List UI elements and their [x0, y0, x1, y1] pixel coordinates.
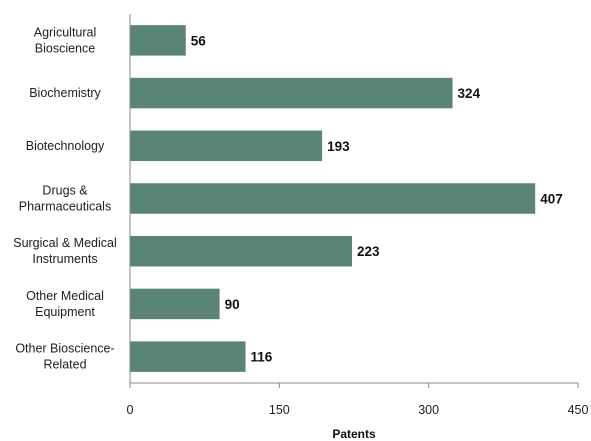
data-label: 324: [458, 86, 481, 101]
data-label: 90: [225, 297, 240, 312]
category-label: Drugs & Pharmaceuticals: [19, 184, 111, 214]
x-tick-label: 150: [269, 403, 290, 417]
x-axis-ticks: 0 150 300 450: [127, 383, 589, 417]
bar: [130, 341, 246, 372]
data-label: 116: [250, 350, 272, 365]
x-axis-title: Patents: [332, 427, 376, 441]
data-labels: 56 324 193 407 223 90 116: [191, 33, 563, 364]
bar: [130, 77, 453, 109]
category-label: Other Medical Equipment: [26, 289, 104, 319]
data-label: 407: [540, 192, 563, 207]
data-label: 193: [327, 139, 350, 154]
bar: [130, 25, 186, 56]
x-tick-label: 450: [568, 403, 589, 417]
data-label: 56: [191, 33, 207, 48]
category-label: Agricultural Bioscience: [34, 25, 97, 55]
x-tick-label: 0: [127, 403, 134, 417]
category-label: Biochemistry: [29, 86, 101, 100]
category-label: Other Bioscience-Related: [15, 342, 114, 372]
bar: [130, 183, 536, 214]
category-label: Biotechnology: [26, 139, 105, 153]
bar: [130, 235, 353, 267]
category-labels: Agricultural Bioscience Biochemistry Biotec…: [13, 25, 117, 371]
category-label: Surgical & Medical Instruments: [13, 236, 117, 266]
bar: [130, 130, 323, 162]
data-label: 223: [357, 244, 380, 259]
bar: [130, 288, 220, 320]
bars-group: [130, 25, 536, 372]
x-tick-label: 300: [418, 403, 439, 417]
